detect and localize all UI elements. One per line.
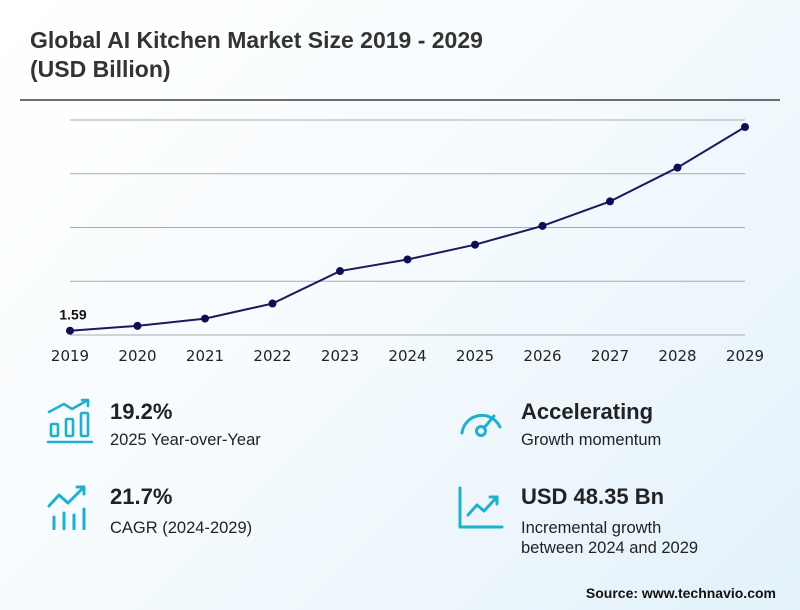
gauge-icon [460, 413, 502, 437]
page-title: Global AI Kitchen Market Size 2019 - 202… [30, 26, 730, 84]
x-tick-2022: 2022 [253, 347, 291, 365]
trend-chart-icon [458, 486, 504, 529]
stat-momentum: Accelerating Growth momentum [457, 397, 777, 457]
stat-incremental-label-1: Incremental growth [521, 519, 662, 537]
data-point-2023 [336, 267, 344, 276]
x-tick-2019: 2019 [51, 347, 89, 365]
source-credit: Source: www.technavio.com [585, 585, 776, 601]
title-divider [20, 99, 780, 101]
x-tick-2025: 2025 [456, 347, 494, 365]
trend-bars-icon [47, 485, 86, 530]
title-line-2: (USD Billion) [30, 56, 171, 82]
title-line-1: Global AI Kitchen Market Size 2019 - 202… [30, 27, 483, 53]
x-tick-2020: 2020 [118, 347, 156, 365]
stat-momentum-label: Growth momentum [521, 431, 662, 449]
x-tick-2028: 2028 [658, 347, 696, 365]
bar-chart-icon [46, 398, 94, 444]
stat-cagr-value: 21.7% [110, 484, 173, 509]
stat-cagr: 21.7% CAGR (2024-2029) [46, 482, 366, 542]
data-point-2027 [606, 197, 614, 206]
x-tick-2024: 2024 [388, 347, 426, 365]
stat-momentum-value: Accelerating [521, 399, 654, 424]
data-point-2026 [538, 221, 547, 230]
stat-incremental-value: USD 48.35 Bn [521, 484, 665, 509]
chart-data-labels: 1.59 [59, 307, 86, 323]
x-tick-2029: 2029 [726, 347, 764, 365]
chart-points [66, 122, 749, 335]
data-point-2025 [471, 240, 479, 249]
x-tick-2026: 2026 [523, 347, 561, 365]
stat-yoy-value: 19.2% [110, 399, 173, 424]
data-point-2021 [201, 314, 209, 323]
stat-incremental: USD 48.35 Bn Incremental growth between … [457, 482, 777, 562]
chart-gridlines [70, 119, 745, 336]
stat-yoy: 19.2% 2025 Year-over-Year [46, 397, 366, 457]
stat-incremental-label-2: between 2024 and 2029 [521, 539, 699, 557]
data-point-2019 [66, 326, 74, 335]
stat-yoy-label: 2025 Year-over-Year [110, 431, 261, 449]
x-axis-ticks: 2019 2020 2021 2022 2023 2024 2025 2026 2027 2028… [51, 347, 764, 365]
data-point-2028 [673, 163, 682, 172]
data-point-2029 [741, 122, 749, 131]
data-point-2020 [133, 321, 142, 330]
x-tick-2021: 2021 [186, 347, 224, 365]
series-line [69, 126, 746, 332]
x-tick-2023: 2023 [321, 347, 359, 365]
line-chart: 1.59 2019 2020 2021 2022 2023 2024 2025 2026 202… [51, 119, 764, 365]
x-tick-2027: 2027 [591, 347, 629, 365]
stat-cagr-label: CAGR (2024-2029) [110, 519, 253, 537]
data-point-2024 [403, 255, 412, 264]
data-point-2022 [268, 299, 277, 308]
data-label-2019: 1.59 [59, 307, 86, 323]
